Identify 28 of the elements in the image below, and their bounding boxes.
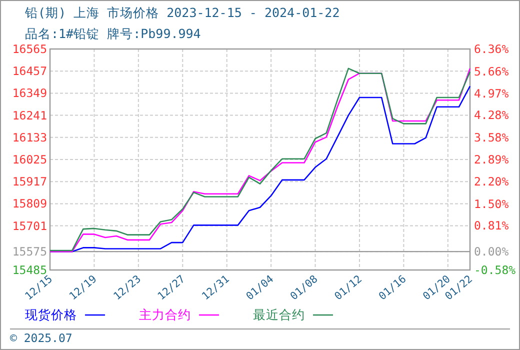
y2-tick-label: 5.66% <box>474 64 509 78</box>
y-tick-label: 16349 <box>12 86 48 100</box>
legend-label: 主力合约 <box>139 307 191 322</box>
y-tick-label: 16565 <box>12 42 47 56</box>
y-tick-label: 16025 <box>12 152 47 166</box>
y-tick-label: 15575 <box>12 244 47 259</box>
y2-tick-label: 2.89% <box>474 152 509 166</box>
y2-tick-label: 4.97% <box>474 86 509 100</box>
y2-tick-label: -0.58% <box>474 263 516 277</box>
legend-label: 最近合约 <box>253 307 305 322</box>
y-tick-label: 15485 <box>12 263 47 277</box>
text: © 2025.07 <box>10 331 72 345</box>
y2-tick-label: 1.50% <box>474 196 509 211</box>
y2-tick-label: 2.20% <box>474 174 509 188</box>
y-tick-label: 15701 <box>12 218 48 233</box>
y-tick-label: 15809 <box>12 196 48 211</box>
y2-tick-label: 6.36% <box>474 42 509 56</box>
legend-label: 现货价格 <box>25 307 77 322</box>
y-tick-label: 16133 <box>12 130 48 144</box>
y2-tick-label: 0.81% <box>474 218 509 233</box>
y2-tick-label: 4.28% <box>474 108 509 122</box>
y2-tick-label: 3.58% <box>474 130 509 145</box>
chart-subtitle: 品名:1#铅锭 牌号:Pb99.994 <box>25 26 201 41</box>
chart-title: 铅(期) 上海 市场价格 2023-12-15 - 2024-01-22 <box>24 5 340 20</box>
y-tick-label: 16241 <box>12 108 48 122</box>
y2-tick-label: 0.00% <box>474 244 509 259</box>
y-tick-label: 16457 <box>12 64 48 78</box>
y-tick-label: 15917 <box>12 174 48 189</box>
